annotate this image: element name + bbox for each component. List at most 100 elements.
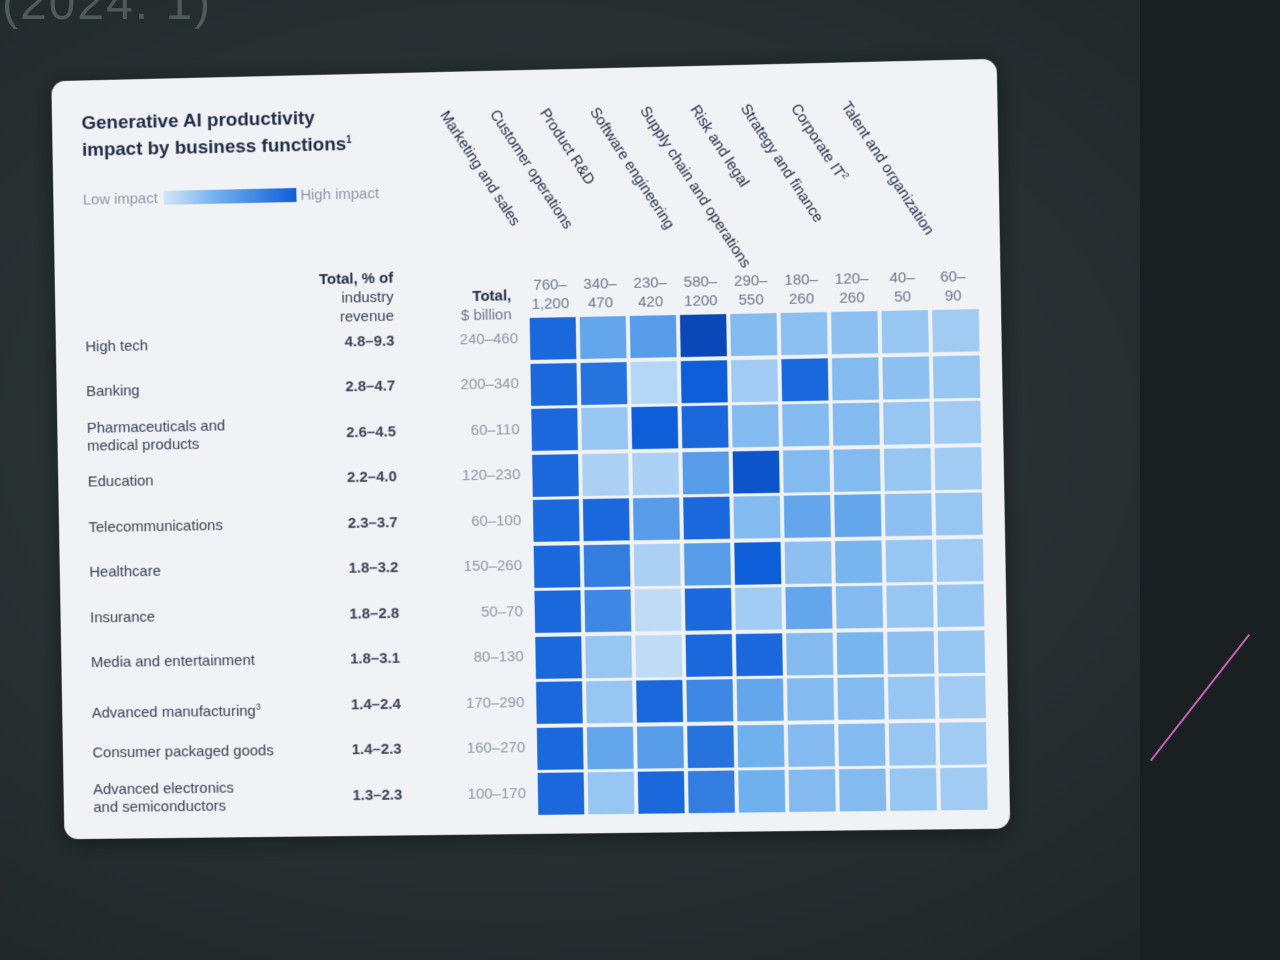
range-line: 260 bbox=[828, 288, 877, 308]
heatmap-cell bbox=[631, 361, 678, 404]
heatmap-cell bbox=[580, 362, 627, 405]
usd-billion-value: 170–290 bbox=[444, 694, 524, 712]
heatmap-cell bbox=[632, 452, 679, 495]
usd-billion-value: 160–270 bbox=[445, 739, 525, 757]
range-line: 420 bbox=[626, 292, 675, 312]
industry-label-media-and-entertainment: Media and entertainment bbox=[91, 652, 289, 673]
function-name: Corporate IT bbox=[787, 101, 848, 181]
revenue-pct-value: 4.8–9.3 bbox=[335, 332, 395, 350]
industry-label-advanced-manufacturing: Advanced manufacturing3 bbox=[92, 697, 290, 723]
industry-name-line: Media and entertainment bbox=[91, 652, 289, 673]
heatmap-cell bbox=[732, 404, 779, 447]
industry-footnote: 3 bbox=[256, 701, 261, 711]
chart-title-text: Generative AI productivity impact by bus… bbox=[81, 108, 346, 161]
heatmap-cell bbox=[580, 316, 627, 359]
heatmap-cell bbox=[688, 771, 735, 814]
range-line: 340– bbox=[576, 274, 624, 294]
heatmap-cell bbox=[588, 772, 635, 815]
range-line: 60– bbox=[928, 267, 977, 287]
heatmap-cell bbox=[786, 632, 833, 675]
heatmap-cell bbox=[889, 722, 936, 765]
range-line: 290– bbox=[726, 271, 775, 291]
revenue-pct-value: 1.3–2.3 bbox=[342, 786, 402, 804]
heatmap-cell bbox=[837, 631, 884, 674]
heatmap-cell bbox=[836, 586, 883, 629]
heatmap-cell bbox=[686, 679, 733, 722]
heatmap-cell bbox=[635, 634, 682, 677]
heatmap-cell bbox=[937, 584, 984, 627]
heatmap-cell bbox=[934, 401, 981, 444]
revenue-header-line: industry bbox=[314, 288, 394, 309]
function-range-strategy-and-finance: 120– 260 bbox=[827, 269, 876, 308]
heatmap-cell bbox=[932, 309, 979, 352]
heatmap-cell bbox=[781, 312, 828, 355]
heatmap-cell bbox=[882, 310, 929, 353]
chart-card: Generative AI productivity impact by bus… bbox=[51, 59, 1010, 839]
heatmap-cell bbox=[538, 772, 585, 815]
heatmap-cell bbox=[533, 499, 580, 542]
industry-name-line: Consumer packaged goods bbox=[92, 742, 290, 762]
revenue-header-line: Total, % of bbox=[314, 269, 394, 290]
heatmap-cell bbox=[888, 676, 935, 719]
heatmap-cell bbox=[633, 497, 680, 540]
heatmap-cell bbox=[584, 589, 631, 632]
heatmap-cell bbox=[940, 767, 987, 810]
function-name: Talent and organization bbox=[838, 98, 938, 238]
heatmap-cell bbox=[530, 317, 577, 360]
heatmap-cell bbox=[581, 407, 628, 450]
heatmap-cell bbox=[887, 631, 934, 674]
industry-label-banking: Banking bbox=[86, 380, 284, 402]
heatmap-cell bbox=[886, 585, 933, 628]
heatmap-cell bbox=[585, 635, 632, 678]
heatmap-cell bbox=[936, 538, 983, 581]
heatmap-cell bbox=[637, 726, 684, 769]
function-labels: Marketing and sales Customer operations Pr… bbox=[51, 59, 996, 81]
heatmap-cell bbox=[788, 724, 835, 767]
heatmap-cell bbox=[584, 544, 631, 587]
usd-billion-value: 240–460 bbox=[438, 330, 518, 349]
revenue-pct-value: 1.8–3.1 bbox=[340, 650, 400, 668]
heatmap-cell bbox=[735, 587, 782, 630]
heatmap-cell bbox=[635, 589, 682, 632]
function-range-corporate-it: 40– 50 bbox=[878, 268, 927, 307]
usd-billion-value: 50–70 bbox=[443, 603, 523, 621]
revenue-pct-value: 1.8–3.2 bbox=[339, 559, 399, 577]
revenue-column-header: Total, % of industry revenue bbox=[314, 269, 394, 327]
industry-name-line: Advanced manufacturing3 bbox=[92, 697, 290, 723]
heatmap-cell bbox=[733, 496, 780, 539]
revenue-pct-value: 2.8–4.7 bbox=[335, 378, 395, 396]
industry-name-line: High tech bbox=[85, 334, 283, 356]
heatmap-cell bbox=[636, 680, 683, 723]
heatmap-grid bbox=[528, 307, 1000, 820]
heatmap-cell bbox=[838, 723, 885, 766]
industry-label-education: Education bbox=[88, 470, 286, 491]
industry-label-healthcare: Healthcare bbox=[89, 561, 287, 582]
heatmap-cell bbox=[787, 678, 834, 721]
industry-name-line: medical products bbox=[87, 434, 285, 455]
heatmap-cell bbox=[687, 725, 734, 768]
heatmap-cell bbox=[883, 402, 930, 445]
heatmap-cell bbox=[730, 313, 777, 356]
heatmap-cell bbox=[582, 453, 629, 496]
function-range-marketing-and-sales: 760– 1,200 bbox=[526, 275, 575, 314]
heatmap-cell bbox=[886, 539, 933, 582]
heatmap-cell bbox=[680, 314, 727, 357]
range-line: 470 bbox=[576, 293, 624, 313]
legend-low-label: Low impact bbox=[83, 190, 158, 209]
range-line: 40– bbox=[878, 268, 927, 288]
function-range-customer-operations: 340– 470 bbox=[576, 274, 625, 313]
heatmap-cell bbox=[681, 360, 728, 403]
heatmap-cell bbox=[531, 408, 578, 451]
heatmap-cell bbox=[587, 726, 634, 769]
heatmap-cell bbox=[638, 771, 685, 814]
industry-name-line: Telecommunications bbox=[88, 516, 286, 537]
heatmap-cell bbox=[935, 492, 982, 535]
revenue-header-line: revenue bbox=[314, 307, 394, 328]
usd-billion-value: 120–230 bbox=[440, 466, 520, 484]
heatmap-cell bbox=[935, 447, 982, 490]
industry-name-line: Advanced electronics bbox=[93, 779, 291, 799]
range-line: 260 bbox=[777, 289, 826, 309]
usd-column-header: Total, $ billion bbox=[431, 286, 511, 326]
heatmap-cell bbox=[686, 634, 733, 677]
heatmap-cell bbox=[586, 681, 633, 724]
